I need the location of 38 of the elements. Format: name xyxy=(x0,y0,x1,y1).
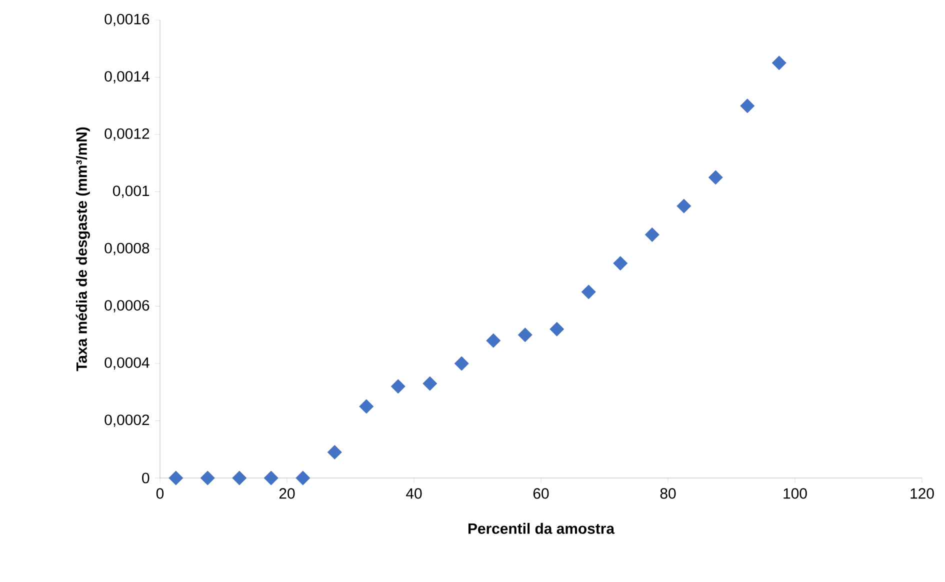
point xyxy=(708,170,723,185)
x-axis-title: Percentil da amostra xyxy=(468,522,615,534)
x-tick-label: 100 xyxy=(784,488,807,499)
point xyxy=(613,256,628,271)
point xyxy=(200,470,215,486)
point xyxy=(264,470,278,486)
point xyxy=(518,328,532,342)
x-tick-label: 60 xyxy=(533,488,549,499)
y-tick-label: 0,0008 xyxy=(104,242,150,256)
point xyxy=(740,98,755,114)
y-tick-label: 0,0004 xyxy=(104,357,150,370)
x-tick-label: 40 xyxy=(406,488,422,499)
y-tick-label: 0,0006 xyxy=(104,300,150,312)
point xyxy=(644,227,660,242)
x-tick-label: 80 xyxy=(660,488,676,499)
point xyxy=(359,399,374,414)
y-tick-label: 0,0002 xyxy=(104,414,150,427)
y-tick-label: 0 xyxy=(142,472,150,484)
y-tick-label: 0,0014 xyxy=(104,71,150,84)
y-tick-label: 0,0016 xyxy=(104,14,150,26)
point xyxy=(676,198,692,214)
point xyxy=(232,470,247,486)
y-tick-label: 0,0012 xyxy=(104,128,150,141)
x-tick-label: 120 xyxy=(910,488,934,499)
point xyxy=(486,333,501,348)
point xyxy=(296,470,310,486)
point xyxy=(422,376,438,391)
y-axis-title: Taxa média de desgaste (mm³/mN) xyxy=(76,127,90,372)
point xyxy=(327,444,342,460)
x-tick-label: 0 xyxy=(156,488,164,499)
point xyxy=(772,56,786,70)
point xyxy=(550,322,564,336)
x-tick-label: 20 xyxy=(279,488,295,499)
point xyxy=(390,379,406,394)
point xyxy=(581,284,596,300)
point xyxy=(454,356,469,371)
y-tick-label: 0,001 xyxy=(113,186,150,198)
point xyxy=(168,470,184,486)
